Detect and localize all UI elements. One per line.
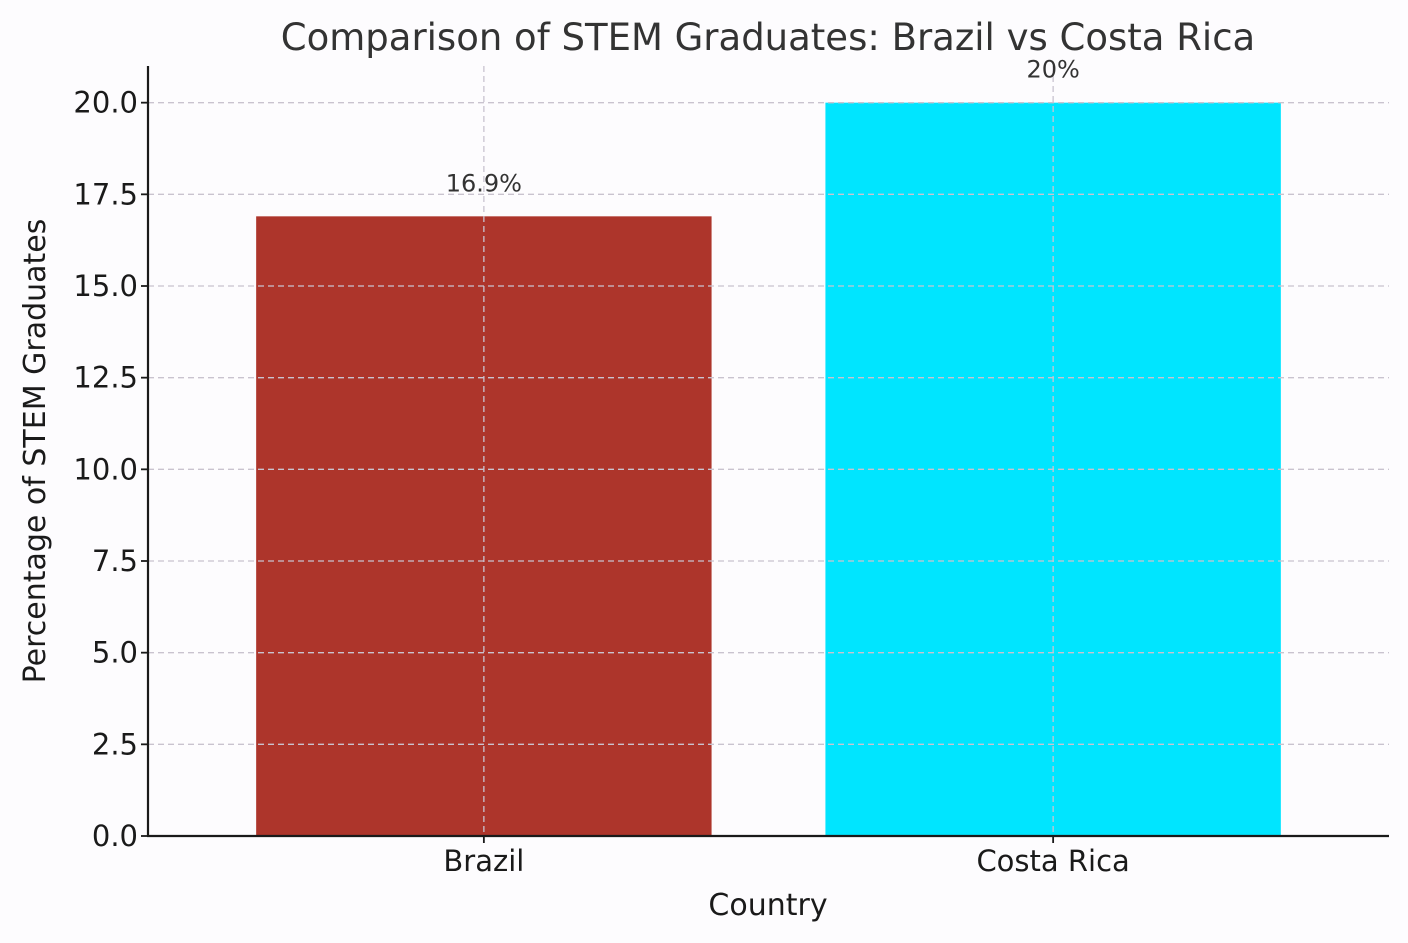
y-axis-ticks: 0.0 2.5 5.0 7.5 10.0 12.5 15.0 17.5 20.0 [73, 86, 148, 853]
y-tick-label: 5.0 [92, 636, 138, 670]
bar-value-label: 16.9% [446, 169, 522, 197]
bar-value-labels: 16.9% 20% [446, 56, 1080, 198]
y-tick-label: 0.0 [92, 819, 138, 853]
x-axis-ticks: Brazil Costa Rica [443, 836, 1130, 878]
y-tick-label: 7.5 [92, 544, 138, 578]
y-tick-label: 12.5 [73, 361, 138, 395]
y-tick-label: 20.0 [73, 86, 138, 120]
x-axis-label: Country [708, 888, 827, 923]
y-tick-label: 2.5 [92, 727, 138, 761]
chart-title: Comparison of STEM Graduates: Brazil vs … [281, 16, 1255, 59]
x-tick-label: Costa Rica [976, 844, 1129, 878]
bar-value-label: 20% [1026, 56, 1079, 84]
x-tick-label: Brazil [443, 844, 524, 878]
y-axis-label: Percentage of STEM Graduates [18, 219, 53, 684]
y-tick-label: 17.5 [73, 177, 138, 211]
y-tick-label: 15.0 [73, 269, 138, 303]
y-tick-label: 10.0 [73, 452, 138, 486]
